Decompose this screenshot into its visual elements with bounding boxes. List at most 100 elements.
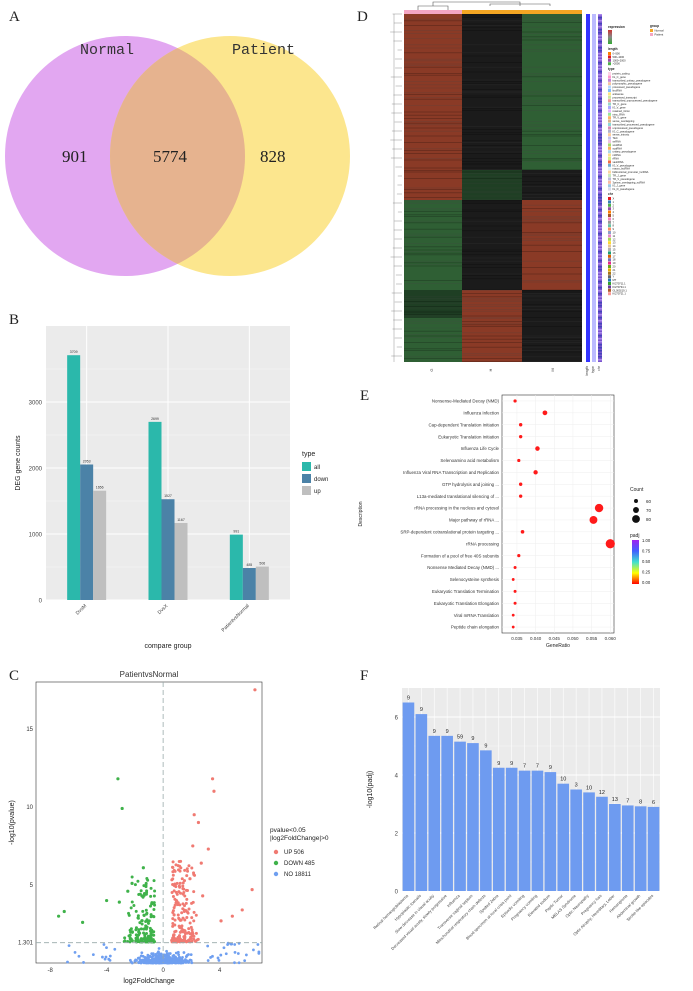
heatmap-row-texture [462, 201, 522, 203]
heatmap-row-texture [462, 153, 522, 154]
y-tick-label: 1000 [29, 533, 43, 539]
legend-label-chr: KI270734.1 [613, 285, 627, 289]
heatmap-row-texture [462, 211, 522, 212]
venn-count-patient-only: 828 [260, 147, 286, 166]
point-no [67, 944, 71, 948]
point-up [176, 913, 180, 917]
point-up [180, 877, 184, 881]
point-down [150, 930, 154, 934]
bar-value-label: 6 [652, 800, 655, 806]
legend-swatch-chr [608, 224, 611, 228]
point-up [176, 864, 180, 868]
panel-label-f: F [360, 668, 369, 684]
x-tick-label: -4 [104, 968, 110, 974]
legend-swatch-group [650, 29, 653, 32]
heatmap-row-texture [404, 208, 462, 209]
point-up [190, 901, 194, 905]
annotation-chr-stripe [598, 344, 602, 346]
heatmap-row-texture [522, 194, 582, 195]
legend-label-length: 0~500 [613, 52, 621, 56]
annotation-chr-stripe [598, 134, 602, 136]
heatmap-row-texture [404, 60, 462, 62]
annotation-chr-stripe [598, 179, 602, 181]
legend-size-label: 80 [646, 517, 652, 522]
point-down [142, 927, 146, 931]
enrichment-point [518, 482, 523, 486]
annotation-chr-stripe [598, 77, 602, 79]
annotation-chr-stripe [598, 242, 602, 244]
heatmap-row-texture [522, 204, 582, 206]
point-down [144, 924, 148, 928]
heatmap-row-texture [462, 298, 522, 299]
annotation-chr-stripe [598, 104, 602, 106]
legend-swatch-chr [608, 244, 611, 248]
point-no [107, 957, 111, 961]
annotation-chr-stripe [598, 74, 602, 76]
heatmap-row-texture [522, 150, 582, 151]
y-tick-label: 0 [39, 599, 43, 605]
legend-swatch-chr [608, 214, 611, 217]
legend-swatch-type [608, 143, 611, 147]
heatmap-block [404, 290, 462, 318]
point-up [171, 873, 175, 877]
heatmap-row-texture [462, 260, 522, 262]
heatmap-row-texture [462, 14, 522, 15]
heatmap-row-texture [522, 36, 582, 38]
heatmap-row-texture [462, 126, 522, 127]
legend-expression-bar [608, 30, 612, 44]
category-label: rRNA processing [466, 541, 500, 546]
heatmap-row-texture [404, 319, 462, 321]
legend-swatch-chr [608, 207, 611, 211]
legend-label-group: Patient [655, 33, 664, 37]
heatmap-row-texture [404, 322, 462, 324]
point-up [181, 930, 185, 934]
category-label: Selenoamino acid metabolism [440, 458, 499, 463]
annotation-chr-stripe [598, 47, 602, 49]
heatmap-row-texture [462, 335, 522, 337]
annotation-chr-stripe [598, 338, 602, 340]
heatmap-row-texture [404, 301, 462, 302]
heatmap-row-texture [404, 118, 462, 119]
heatmap-row-texture [404, 337, 462, 338]
heatmap-row-texture [404, 127, 462, 129]
legend-label-type: IG_D_pseudogene [613, 187, 635, 191]
point-down [149, 894, 153, 898]
annotation-chr-stripe [598, 143, 602, 145]
legend-swatch-type [608, 153, 611, 157]
legend-swatch-type [608, 119, 611, 123]
point-down [137, 933, 141, 937]
annotation-chr-stripe [598, 158, 602, 160]
point-up [173, 897, 177, 901]
heatmap-row-texture [404, 356, 462, 358]
legend-swatch-type [608, 167, 611, 171]
heatmap-block [404, 170, 462, 200]
legend-title-length: length [608, 47, 618, 51]
legend-swatch-chr [608, 251, 611, 255]
legend-label: UP 506 [284, 850, 305, 856]
bar [647, 806, 660, 891]
heatmap-row-texture [404, 122, 462, 124]
legend-swatch-type [608, 85, 611, 89]
legend-size-label: 60 [646, 499, 652, 504]
heatmap-row-texture [462, 230, 522, 232]
point-up [201, 894, 205, 898]
heatmap-row-texture [522, 159, 582, 161]
heatmap-row-texture [404, 299, 462, 301]
bar-value-label: 8 [639, 799, 642, 805]
point-down [127, 911, 131, 915]
heatmap-row-texture [462, 26, 522, 28]
heatmap-row-texture [404, 321, 462, 322]
category-label: Influenza Infection [463, 410, 499, 415]
heatmap-row-texture [404, 358, 462, 359]
heatmap-row-texture [404, 58, 462, 60]
point-no [156, 951, 160, 955]
legend-padj-tick: 0.25 [642, 570, 651, 575]
heatmap-row-texture [462, 293, 522, 294]
point-no [181, 955, 184, 959]
point-up [250, 888, 254, 892]
annotation-chr-stripe [598, 353, 602, 355]
point-down [147, 934, 151, 938]
heatmap-row-texture [522, 74, 582, 76]
panel-label-d: D [357, 9, 368, 25]
point-no [219, 953, 223, 957]
